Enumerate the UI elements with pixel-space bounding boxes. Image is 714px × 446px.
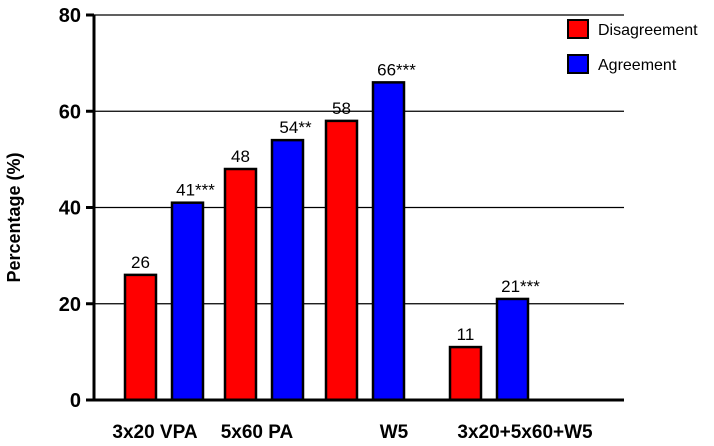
legend-label-disagreement: Disagreement bbox=[598, 22, 698, 39]
x-category-label-2: W5 bbox=[380, 422, 409, 443]
legend-label-agreement: Agreement bbox=[598, 57, 677, 74]
bar-agreement-1 bbox=[270, 138, 305, 402]
legend-swatch-agreement bbox=[567, 54, 589, 74]
data-label-disagreement-2: 58 bbox=[332, 99, 351, 118]
y-ticks: 0 20 40 60 80 bbox=[59, 5, 94, 412]
y-tick-label-60: 60 bbox=[59, 101, 81, 123]
bar-agreement-3 bbox=[495, 297, 530, 402]
y-tick-label-80: 80 bbox=[59, 5, 81, 27]
y-tick-label-40: 40 bbox=[59, 198, 81, 220]
data-labels: 26 41*** 48 54** 58 66*** 11 21*** bbox=[131, 60, 540, 344]
bar-disagreement-3 bbox=[448, 345, 483, 402]
legend: Disagreement Agreement bbox=[567, 19, 698, 74]
x-category-labels: 3x20 VPA 5x60 PA W5 3x20+5x60+W5 bbox=[112, 422, 593, 443]
data-label-agreement-2: 66*** bbox=[377, 60, 416, 79]
bar-disagreement-2 bbox=[324, 119, 359, 402]
data-label-disagreement-0: 26 bbox=[131, 253, 150, 272]
bar-disagreement-0 bbox=[123, 273, 158, 402]
data-label-agreement-1: 54** bbox=[279, 118, 312, 137]
bar-disagreement-1 bbox=[223, 167, 258, 402]
x-category-label-0: 3x20 VPA bbox=[112, 422, 197, 443]
data-label-agreement-3: 21*** bbox=[501, 277, 540, 296]
x-category-label-1: 5x60 PA bbox=[221, 422, 294, 443]
legend-swatch-disagreement bbox=[567, 19, 589, 39]
bar-agreement-0 bbox=[170, 201, 205, 402]
bar-agreement-2 bbox=[371, 81, 406, 402]
x-category-label-3: 3x20+5x60+W5 bbox=[457, 422, 593, 443]
y-tick-label-20: 20 bbox=[59, 294, 81, 316]
y-axis-title: Percentage (%) bbox=[4, 152, 24, 282]
y-tick-label-0: 0 bbox=[70, 390, 81, 412]
data-label-agreement-0: 41*** bbox=[176, 181, 215, 200]
data-label-disagreement-3: 11 bbox=[457, 325, 475, 344]
bars bbox=[123, 81, 530, 402]
data-label-disagreement-1: 48 bbox=[231, 147, 250, 166]
